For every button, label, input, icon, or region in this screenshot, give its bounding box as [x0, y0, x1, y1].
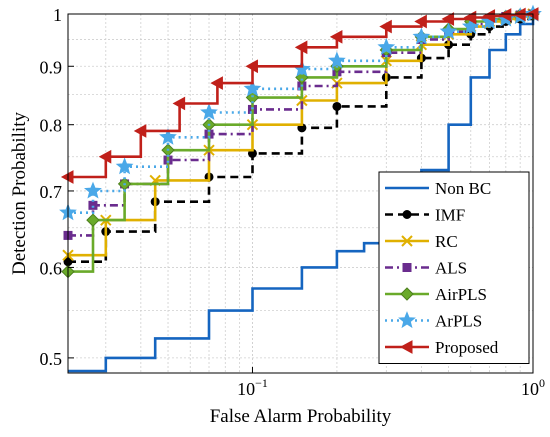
legend: Non BC IMF RC ALS AirPLS ArPLS Proposed: [379, 172, 529, 364]
y-tick-label: 0.8: [40, 116, 63, 136]
data-point: [117, 159, 132, 174]
y-tick-label: 0.7: [40, 182, 63, 202]
x-tick-label: 10−1: [237, 376, 268, 399]
legend-label: RC: [435, 232, 458, 251]
legend-label: ArPLS: [435, 312, 482, 331]
data-point: [87, 214, 99, 226]
y-tick-label: 0.6: [40, 258, 63, 278]
legend-label: AirPLS: [435, 285, 487, 304]
legend-label: IMF: [435, 206, 465, 225]
legend-label: Proposed: [435, 338, 499, 357]
x-tick-label: 100: [521, 376, 545, 399]
legend-label: Non BC: [435, 179, 491, 198]
legend-marker: [403, 264, 411, 272]
y-tick-label: 0.9: [40, 57, 63, 77]
data-point: [89, 201, 97, 209]
y-tick-label: 1: [53, 5, 62, 25]
data-point: [333, 102, 341, 110]
x-axis-label: False Alarm Probability: [210, 406, 392, 427]
y-tick-label: 0.5: [40, 349, 63, 369]
legend-label: ALS: [435, 259, 467, 278]
legend-marker: [403, 211, 411, 219]
data-point: [201, 105, 216, 119]
y-axis-label: Detection Probability: [9, 111, 30, 275]
